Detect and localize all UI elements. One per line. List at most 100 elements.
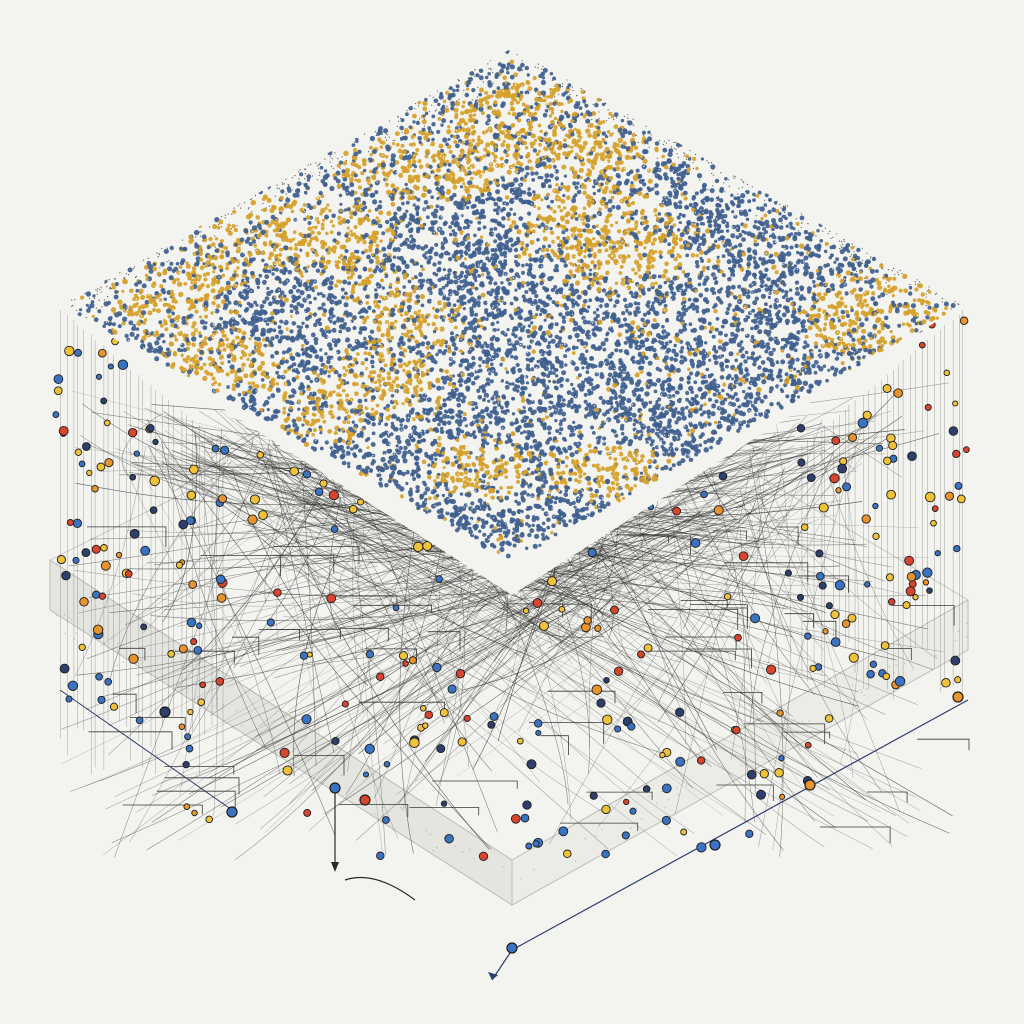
network-node [422, 541, 433, 551]
network-node [140, 623, 148, 631]
network-node [104, 677, 113, 686]
network-node [98, 592, 107, 600]
network-node [842, 482, 852, 492]
network-node [319, 479, 328, 488]
network-node [822, 628, 829, 635]
network-node [804, 741, 812, 749]
network-node [709, 839, 721, 851]
network-node [950, 655, 961, 666]
network-node [64, 345, 75, 357]
network-node [107, 363, 114, 370]
network-node [72, 556, 80, 564]
network-node [847, 613, 857, 623]
network-node [266, 618, 275, 627]
network-node [510, 813, 521, 824]
network-node [558, 826, 569, 837]
network-node [680, 828, 688, 836]
network-node [700, 490, 708, 499]
network-node [835, 487, 842, 494]
network-node [357, 498, 365, 506]
network-node [659, 751, 666, 759]
network-node [424, 710, 434, 720]
network-node [539, 620, 549, 631]
network-node [382, 816, 390, 824]
network-node [364, 743, 375, 755]
network-node [532, 840, 540, 848]
network-node [804, 632, 812, 640]
network-node [463, 714, 471, 722]
network-node [273, 588, 282, 597]
network-node [918, 341, 926, 349]
network-node [186, 617, 197, 628]
network-node [133, 450, 140, 457]
network-node [887, 598, 896, 606]
network-node [756, 789, 766, 800]
network-node [522, 800, 532, 810]
network-node [81, 548, 91, 558]
network-node [818, 581, 827, 590]
network-node [533, 719, 543, 728]
network-node [734, 633, 742, 642]
network-node [129, 473, 137, 481]
network-node [816, 571, 825, 581]
network-node [627, 722, 636, 731]
network-node [421, 722, 429, 729]
network-node [216, 593, 227, 603]
network-node [602, 714, 613, 725]
network-node [532, 598, 543, 608]
network-node [413, 541, 424, 553]
network-node [718, 471, 728, 481]
network-node [447, 684, 457, 694]
network-node [218, 494, 227, 504]
network-node [954, 676, 962, 684]
network-node [478, 851, 489, 861]
network-node [302, 470, 312, 479]
network-node [226, 806, 238, 818]
network-node [140, 545, 151, 556]
network-node [258, 510, 268, 520]
arrow-down-icon [331, 862, 339, 872]
network-node [815, 549, 824, 558]
network-node [924, 491, 936, 503]
network-node [408, 656, 417, 665]
network-node [182, 761, 190, 769]
network-node [869, 660, 878, 668]
network-node [215, 677, 225, 686]
network-node [187, 708, 194, 716]
network-node [65, 695, 73, 703]
network-node [866, 670, 875, 679]
network-node [672, 506, 682, 516]
network-node [738, 551, 749, 562]
network-node [894, 676, 906, 687]
network-node [53, 374, 64, 384]
network-node [211, 444, 220, 453]
network-node [613, 666, 624, 676]
network-node [759, 769, 769, 779]
network-node [104, 458, 114, 468]
network-node [92, 624, 104, 635]
network-node [100, 544, 108, 552]
network-node [175, 561, 183, 569]
network-node [78, 643, 86, 651]
network-node [331, 736, 340, 746]
network-node [186, 490, 196, 500]
network-node [289, 466, 299, 476]
network-node [191, 809, 198, 817]
network-node [167, 650, 176, 658]
network-node [594, 624, 602, 632]
network-node [862, 410, 872, 420]
network-node [220, 445, 230, 455]
network-node [601, 804, 611, 815]
network-node [886, 489, 896, 500]
network-node [924, 403, 932, 411]
network-node [66, 518, 74, 527]
network-node [74, 348, 82, 357]
network-node [115, 551, 123, 559]
network-node [934, 550, 941, 557]
top-surface [62, 48, 962, 595]
network-node [183, 803, 191, 810]
network-node [189, 464, 199, 475]
network-node [247, 514, 258, 525]
network-node [86, 469, 93, 477]
